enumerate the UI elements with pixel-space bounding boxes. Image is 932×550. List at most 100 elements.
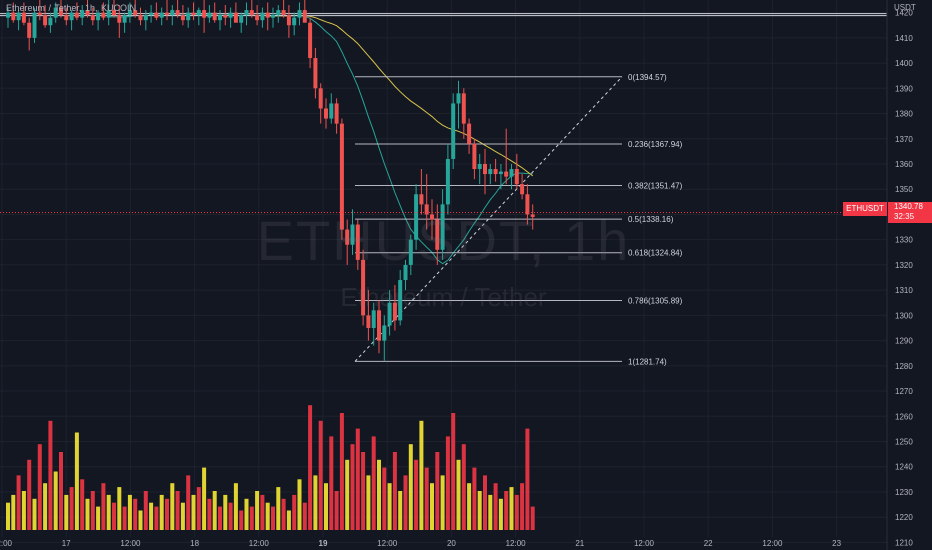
volume-bar: [196, 487, 201, 530]
candle-body: [398, 280, 403, 321]
candle-body: [387, 302, 392, 326]
volume-bar: [286, 510, 291, 530]
symbol-quote: Tether,: [54, 3, 82, 13]
price-tick-label: 1290: [895, 337, 913, 346]
fibonacci-retracement[interactable]: 0(1394.57) 0.236(1367.94) 0.382(1351.47) 0.…: [354, 73, 683, 367]
candle-body: [324, 108, 328, 119]
volume-bar: [180, 502, 185, 530]
symbol-base: Ethereum: [6, 3, 46, 13]
volume-bar: [440, 475, 445, 530]
candle-body: [16, 12, 21, 21]
volume-bar: [498, 498, 503, 530]
volume-bar: [16, 475, 21, 530]
candle-body: [90, 15, 95, 21]
time-tick-label: 12:00: [377, 539, 398, 548]
volume-bar: [212, 491, 217, 530]
volume-bar: [223, 494, 228, 530]
volume-bar: [80, 479, 85, 530]
volume-bar: [483, 475, 487, 530]
volume-bar: [32, 498, 37, 530]
volume-bar: [361, 452, 366, 530]
volume-bar: [334, 491, 339, 530]
candle-body: [143, 15, 148, 21]
fib-level-label: 0.618(1324.84): [628, 249, 683, 258]
volume-bar: [265, 502, 270, 530]
symbol-exchange: KUCOIN: [100, 3, 136, 13]
candle-body: [112, 10, 116, 16]
price-tick-label: 1400: [895, 59, 913, 68]
price-tick-label: 1260: [895, 412, 913, 421]
price-tick-label: 1390: [895, 84, 913, 93]
candle-body: [461, 93, 466, 124]
volume-bar: [218, 506, 222, 530]
volume-bar: [467, 483, 472, 530]
candle-body: [451, 103, 456, 159]
volume-bar: [387, 483, 392, 530]
candle-body: [493, 169, 498, 175]
volume-bar: [6, 502, 10, 530]
time-tick-label: 12:00: [249, 539, 270, 548]
volume-bar: [424, 467, 429, 530]
volume-bar: [21, 491, 26, 530]
currency-label: USDT: [894, 3, 916, 12]
candle-body: [371, 310, 376, 328]
candle-body: [48, 17, 53, 26]
time-tick-label: 23: [832, 539, 841, 548]
volume-bar: [297, 479, 302, 530]
time-axis[interactable]: 12:00 17 12:00 18 12:00 19 12:00 20 12:00 21 12:00…: [0, 539, 842, 548]
symbol-badge: ETHUSDT: [843, 202, 887, 216]
candle-body: [74, 12, 79, 18]
candle-body: [80, 10, 85, 18]
volume-bar: [191, 494, 196, 530]
price-axis[interactable]: 1210 1220 1230 1240 1250 1260 1270 1280 1290 1300…: [886, 0, 913, 550]
candle-body: [69, 12, 74, 21]
volume-bar: [143, 491, 148, 530]
price-tick-label: 1380: [895, 110, 913, 119]
candle-body: [207, 12, 212, 18]
candle-body: [212, 12, 217, 21]
time-tick-label: 20: [447, 539, 456, 548]
fib-level-label: 0.786(1305.89): [628, 297, 683, 306]
candle-body: [403, 264, 408, 281]
candle-body: [297, 10, 302, 18]
candle-body: [281, 10, 286, 16]
candle-body: [43, 15, 48, 26]
candle-body: [133, 10, 138, 16]
volume-bar: [355, 428, 360, 530]
volume-bar: [461, 444, 466, 530]
candle-body: [127, 10, 132, 16]
volume-bar: [276, 487, 281, 530]
candle-body: [361, 259, 366, 316]
price-tick-label: 1220: [895, 513, 913, 522]
candle-body: [355, 224, 360, 260]
time-tick-label: 22: [704, 539, 713, 548]
volume-bar: [59, 452, 63, 530]
volume-bar: [186, 475, 191, 530]
fib-level-label: 1(1281.74): [628, 357, 667, 366]
volume-bar: [472, 467, 477, 530]
candle-body: [509, 169, 514, 177]
candle-body: [175, 10, 180, 16]
symbol-interval: 1h,: [84, 3, 98, 13]
candle-body: [339, 123, 344, 230]
candle-body: [530, 214, 535, 217]
candle-body: [504, 171, 509, 177]
candle-body: [445, 158, 450, 205]
volume-bar: [165, 498, 169, 530]
candle-body: [271, 15, 275, 18]
candlesticks: [0, 0, 887, 361]
volume-bar: [175, 491, 180, 530]
fib-level-label: 0.382(1351.47): [628, 182, 683, 191]
volume-bar: [159, 494, 164, 530]
volume-bar: [244, 498, 249, 530]
volume-bar: [445, 436, 450, 530]
volume-bar: [149, 502, 154, 530]
volume-bar: [345, 459, 350, 530]
volume-bar: [233, 483, 238, 530]
candle-body: [514, 169, 519, 185]
volume-bar: [403, 475, 408, 530]
volume-bar: [249, 506, 254, 530]
candle-body: [11, 12, 16, 21]
volume-bar: [37, 444, 42, 530]
